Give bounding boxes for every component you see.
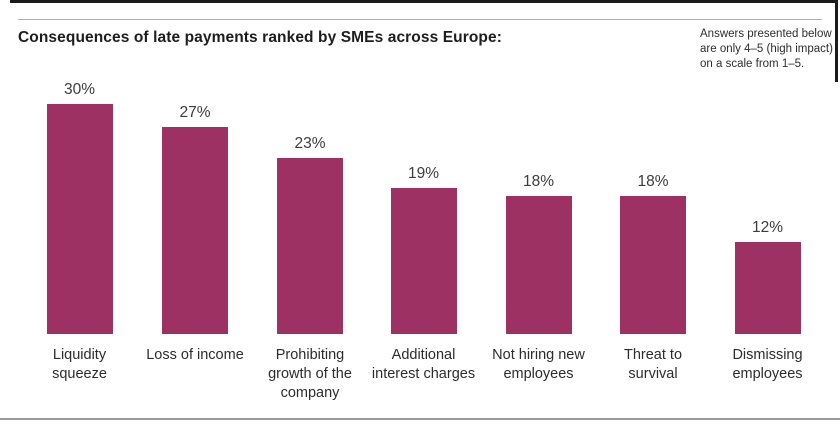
header-divider-line [18,19,822,20]
bar-5 [505,196,572,334]
bar-category-label: Threat to survival [623,347,683,382]
bar-value-label: 30% [63,81,96,98]
bar-value-label: 18% [522,173,555,190]
bar-value-label: 12% [751,219,784,236]
frame-right-border [835,0,838,82]
chart-title: Consequences of late payments ranked by … [18,29,502,46]
bar-category-label: Prohibiting growth of the company [268,347,352,401]
annotation-line-2: are only 4–5 (high impact) [700,43,833,55]
annotation-line-1: Answers presented below [700,28,832,40]
bar-1 [46,104,113,334]
bar-4 [390,188,457,334]
bar-3 [277,158,343,334]
bar-value-label: 27% [179,104,211,121]
bar-category-label: Not hiring new employees [492,347,585,382]
bar-category-label: Loss of income [146,347,244,363]
bar-7 [734,242,801,334]
bar-category-label: Liquidity squeeze [52,347,107,382]
chart-annotation: Answers presented below are only 4–5 (hi… [700,27,840,72]
bar-value-label: 23% [294,135,326,152]
bar-category-label: Additional interest charges [371,347,476,382]
bar-category-label: Dismissing employees [732,347,803,382]
bar-2 [162,127,228,334]
bar-6 [620,196,686,334]
frame-top-border [10,0,838,3]
frame-bottom-border [0,418,840,420]
annotation-line-3: on a scale from 1–5. [700,58,805,70]
bar-value-label: 18% [637,173,669,190]
bar-value-label: 19% [407,165,440,182]
